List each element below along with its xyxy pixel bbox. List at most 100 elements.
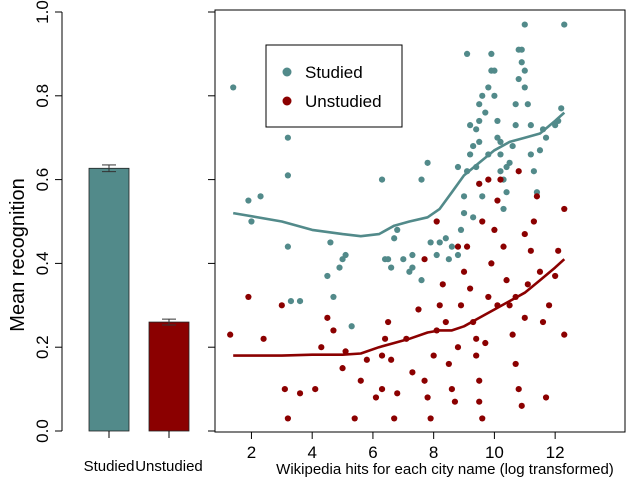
point-unstudied (339, 365, 346, 372)
point-studied (457, 226, 465, 233)
point-studied (296, 298, 304, 305)
scatter-x-axis-title: Wikipedia hits for each city name (log t… (276, 461, 614, 478)
point-unstudied (518, 402, 525, 409)
point-studied (512, 122, 519, 129)
point-unstudied (473, 335, 480, 342)
point-studied (491, 92, 498, 99)
point-studied (284, 134, 291, 141)
point-studied (473, 126, 480, 133)
point-studied (521, 67, 528, 74)
point-unstudied (454, 344, 462, 351)
scatter-x-tick-label: 8 (429, 443, 438, 462)
point-unstudied (552, 272, 559, 280)
point-unstudied (227, 331, 234, 338)
bar-category-label: Unstudied (135, 458, 203, 475)
point-studied (497, 168, 504, 175)
point-studied (524, 101, 531, 108)
point-studied (515, 46, 522, 53)
point-unstudied (391, 415, 398, 422)
point-unstudied (342, 348, 349, 355)
point-unstudied (424, 394, 431, 401)
point-unstudied (363, 356, 370, 363)
point-studied (385, 256, 392, 263)
point-studied (463, 50, 471, 58)
point-studied (454, 251, 462, 259)
point-unstudied (330, 327, 337, 334)
point-studied (527, 122, 534, 129)
bar-y-tick-label: 0.0 (33, 419, 52, 443)
point-studied (454, 163, 462, 171)
point-unstudied (506, 302, 513, 309)
point-unstudied (476, 377, 483, 384)
point-studied (448, 243, 455, 250)
scatter-x-tick-label: 10 (485, 443, 504, 462)
point-unstudied (509, 331, 516, 338)
point-unstudied (260, 335, 267, 342)
point-unstudied (512, 360, 519, 368)
point-unstudied (318, 344, 325, 351)
point-studied (284, 243, 291, 250)
point-unstudied (527, 247, 534, 254)
point-unstudied (357, 377, 364, 384)
scatter-x-tick-label: 4 (307, 443, 316, 462)
point-studied (521, 84, 528, 91)
point-unstudied (473, 352, 480, 359)
point-unstudied (497, 176, 504, 183)
point-unstudied (351, 415, 358, 422)
point-unstudied (245, 293, 252, 301)
point-studied (491, 67, 498, 74)
point-studied (530, 168, 537, 175)
point-studied (467, 122, 474, 129)
point-studied (467, 151, 474, 158)
point-unstudied (503, 277, 510, 284)
bar-y-axis-title: Mean recognition (7, 178, 29, 331)
point-studied (400, 256, 407, 263)
bar-y-tick-label: 1.0 (33, 0, 52, 24)
point-unstudied (515, 168, 522, 175)
point-unstudied (467, 285, 474, 292)
scatter-x-tick-label: 6 (368, 443, 377, 462)
scatter-y-ticks (208, 11, 215, 432)
point-unstudied (324, 314, 331, 321)
point-studied (470, 142, 477, 150)
point-studied (245, 197, 252, 204)
point-unstudied (515, 386, 522, 393)
point-unstudied (451, 398, 459, 405)
point-studied (327, 239, 334, 246)
point-unstudied (378, 352, 386, 359)
bar-studied (88, 167, 130, 432)
point-unstudied (488, 260, 495, 267)
point-unstudied (436, 302, 443, 309)
legend-label-unstudied: Unstudied (305, 92, 382, 111)
legend-box (265, 44, 403, 128)
point-studied (558, 105, 565, 112)
point-studied (445, 256, 452, 263)
point-studied (394, 226, 401, 233)
fit-line-studied (232, 111, 566, 238)
point-unstudied (530, 218, 537, 225)
point-unstudied (454, 243, 462, 250)
point-studied (482, 109, 489, 116)
point-unstudied (430, 352, 437, 359)
point-unstudied (388, 356, 395, 363)
point-unstudied (542, 394, 550, 401)
point-studied (342, 251, 349, 259)
point-unstudied (539, 318, 547, 326)
bar-y-tick-label: 0.6 (33, 168, 52, 192)
scatter-x-tick-label: 12 (546, 443, 565, 462)
point-unstudied (421, 377, 428, 384)
point-studied (436, 239, 443, 246)
point-studied (348, 323, 355, 330)
point-studied (287, 298, 295, 305)
point-unstudied (500, 243, 507, 250)
point-studied (561, 21, 568, 28)
bars (88, 164, 190, 432)
point-studied (509, 142, 516, 150)
point-unstudied (561, 331, 568, 338)
point-unstudied (533, 193, 541, 200)
point-unstudied (463, 243, 471, 250)
bar-y-tick-label: 0.4 (33, 252, 52, 276)
point-studied (500, 205, 507, 213)
point-unstudied (312, 386, 319, 393)
